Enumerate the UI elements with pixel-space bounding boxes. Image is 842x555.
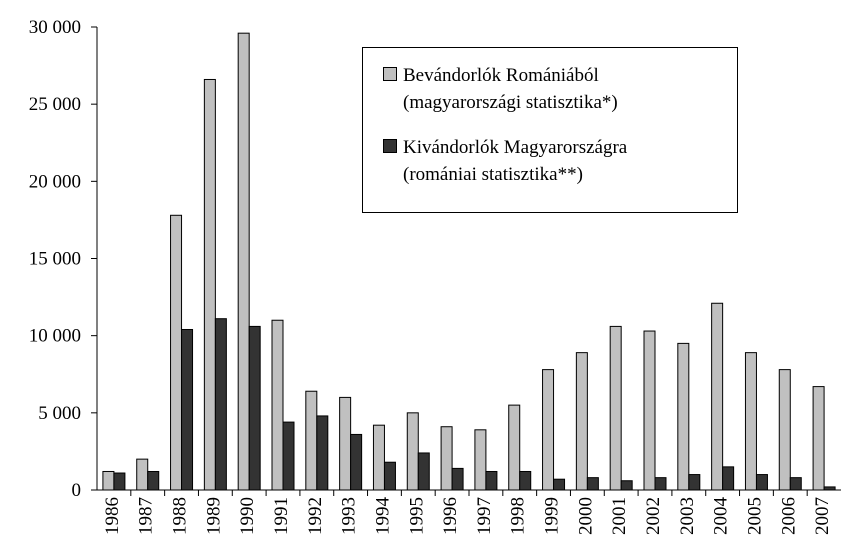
bar: [542, 369, 555, 491]
x-tick-label: 2004: [711, 497, 732, 536]
legend-entry: Kivándorlók Magyarországra (romániai sta…: [383, 134, 727, 188]
x-tick-label: 2001: [609, 497, 630, 535]
bar: [282, 421, 295, 491]
bar: [203, 78, 216, 491]
x-tick-label: 1990: [237, 497, 258, 535]
bar: [677, 342, 690, 491]
x-tick-label: 2007: [812, 497, 833, 535]
y-tick-label: 5 000: [38, 403, 81, 424]
bar: [350, 433, 363, 491]
legend: Bevándorlók Romániából (magyarországi st…: [362, 47, 738, 213]
bar: [643, 330, 656, 491]
x-tick-label: 1998: [508, 497, 529, 535]
x-tick-label: 1994: [372, 497, 393, 536]
legend-label: Bevándorlók Romániából (magyarországi st…: [403, 65, 618, 113]
bar: [170, 214, 183, 491]
bar: [440, 426, 453, 491]
legend-entry: Bevándorlók Romániából (magyarországi st…: [383, 62, 727, 116]
x-tick-label: 1995: [406, 497, 427, 535]
bar: [688, 474, 701, 491]
legend-label: Kivándorlók Magyarországra (romániai sta…: [403, 137, 628, 185]
x-tick-label: 1989: [203, 497, 224, 535]
bar: [711, 302, 724, 491]
bar: [248, 325, 261, 491]
x-tick-label: 1986: [102, 497, 123, 535]
bar: [620, 480, 633, 491]
x-tick-label: 1991: [271, 497, 292, 535]
bar: [147, 470, 160, 491]
bar: [136, 458, 149, 491]
bar: [744, 352, 757, 491]
y-tick-label: 30 000: [29, 17, 81, 38]
x-tick-label: 1992: [305, 497, 326, 535]
bar: [609, 325, 622, 491]
bar: [575, 352, 588, 491]
x-tick-label: 2002: [643, 497, 664, 535]
legend-swatch: [383, 139, 397, 153]
bar: [722, 466, 735, 491]
bar: [508, 404, 521, 491]
bar: [271, 319, 284, 491]
bar: [519, 470, 532, 491]
bar: [755, 474, 768, 491]
bar: [778, 369, 791, 491]
bar: [237, 32, 250, 491]
x-tick-label: 1993: [339, 497, 360, 535]
bar: [113, 472, 126, 491]
bar: [654, 477, 667, 491]
bar: [586, 477, 599, 491]
bar: [372, 424, 385, 491]
y-tick-label: 25 000: [29, 94, 81, 115]
x-tick-label: 2005: [744, 497, 765, 535]
x-tick-label: 1999: [542, 497, 563, 535]
bar: [474, 429, 487, 491]
bar: [812, 386, 825, 491]
bar: [553, 478, 566, 491]
bar: [451, 467, 464, 491]
x-tick-label: 1997: [474, 497, 495, 535]
y-tick-label: 10 000: [29, 326, 81, 347]
bar: [383, 461, 396, 491]
bar: [789, 477, 802, 491]
x-tick-label: 1988: [170, 497, 191, 535]
bar: [417, 452, 430, 491]
x-tick-label: 2000: [575, 497, 596, 535]
x-tick-label: 1987: [136, 497, 157, 535]
legend-swatch: [383, 67, 397, 81]
bar: [102, 470, 115, 491]
y-tick-label: 0: [72, 480, 82, 501]
bar: [406, 412, 419, 491]
x-tick-label: 2006: [778, 497, 799, 535]
y-tick-label: 20 000: [29, 171, 81, 192]
x-tick-label: 2003: [677, 497, 698, 535]
bar: [214, 318, 227, 491]
bar: [305, 390, 318, 491]
bar: [485, 470, 498, 491]
x-tick-label: 1996: [440, 497, 461, 535]
bar: [339, 396, 352, 491]
bar: [181, 328, 194, 491]
bar: [316, 415, 329, 491]
y-tick-label: 15 000: [29, 249, 81, 270]
